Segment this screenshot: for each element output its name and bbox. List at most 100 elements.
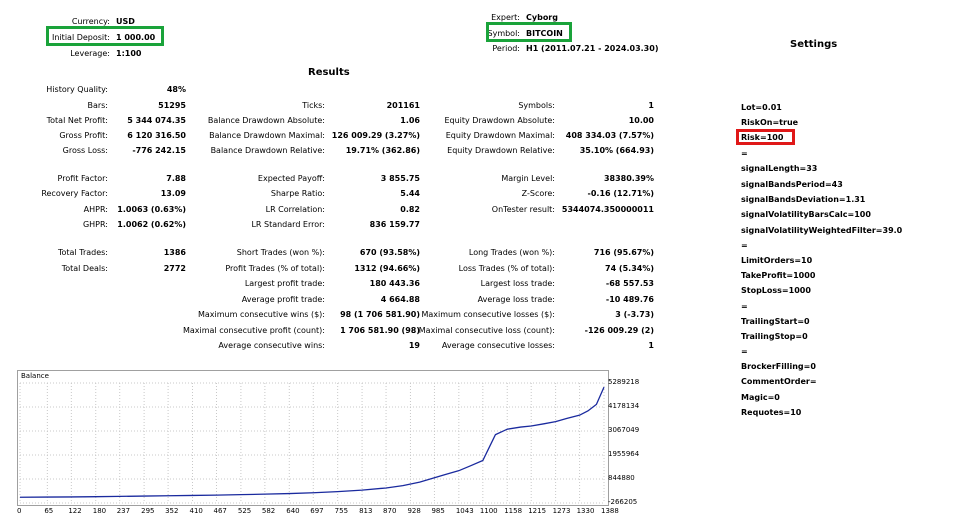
stat-label: Balance Drawdown Absolute: — [207, 116, 325, 125]
stat-value: 38380.39% — [603, 174, 654, 183]
stat-label: Maximum consecutive losses ($): — [421, 310, 555, 319]
symbol-highlight — [486, 22, 572, 42]
setting-item: Lot=0.01 — [741, 103, 782, 112]
x-tick-label: 582 — [261, 507, 276, 515]
stat-value: 98 (1 706 581.90) — [340, 310, 420, 319]
stat-label: Maximal consecutive profit (count): — [182, 326, 325, 335]
y-tick-label: 5289218 — [608, 378, 640, 386]
stat-value: 1.0062 (0.62%) — [117, 220, 186, 229]
stat-label: Sharpe Ratio: — [270, 189, 325, 198]
stat-label: Short Trades (won %): — [236, 248, 325, 257]
y-tick-label: -266205 — [608, 498, 638, 506]
stat-label: Total Trades: — [58, 248, 108, 257]
chart-title: Balance — [21, 372, 49, 380]
setting-item: LimitOrders=10 — [741, 256, 813, 265]
settings-title: Settings — [790, 39, 838, 50]
stat-value: 1386 — [163, 248, 186, 257]
setting-item: = — [741, 302, 748, 311]
stat-value: 3 (-3.73) — [615, 310, 654, 319]
x-tick-label: 1158 — [504, 507, 523, 515]
leverage-label: Leverage: — [70, 49, 110, 58]
stat-label: Recovery Factor: — [41, 189, 108, 198]
setting-item: signalBandsPeriod=43 — [741, 180, 843, 189]
deposit-value: 1 000.00 — [116, 33, 156, 42]
setting-item: = — [741, 347, 748, 356]
stat-label: Long Trades (won %): — [468, 248, 555, 257]
stat-label: Balance Drawdown Maximal: — [209, 131, 325, 140]
period-value: H1 (2011.07.21 - 2024.03.30) — [526, 44, 659, 53]
setting-item: TrailingStart=0 — [741, 317, 810, 326]
x-tick-label: 0 — [17, 507, 22, 515]
y-tick-label: 1955964 — [608, 450, 640, 458]
stat-label: Margin Level: — [501, 174, 555, 183]
setting-item: Magic=0 — [741, 393, 780, 402]
stat-value: 1 — [648, 341, 654, 350]
symbol-value: BITCOIN — [526, 29, 563, 38]
setting-item: Risk=100 — [741, 133, 784, 142]
setting-item: TrailingStop=0 — [741, 332, 808, 341]
stat-value: 0.82 — [400, 205, 420, 214]
x-tick-label: 928 — [407, 507, 421, 515]
stat-label: LR Standard Error: — [251, 220, 325, 229]
balance-line — [19, 386, 605, 498]
stat-value: 5.44 — [400, 189, 420, 198]
deposit-label: Initial Deposit: — [52, 33, 110, 42]
stat-label: GHPR: — [82, 220, 108, 229]
setting-item: signalBandsDeviation=1.31 — [741, 195, 866, 204]
x-tick-label: 1043 — [455, 507, 474, 515]
period-label: Period: — [492, 44, 520, 53]
x-tick-label: 467 — [213, 507, 227, 515]
stat-value: 3 855.75 — [380, 174, 420, 183]
stat-value: 7.88 — [166, 174, 186, 183]
x-tick-label: 755 — [334, 507, 349, 515]
expert-label: Expert: — [491, 13, 520, 22]
symbol-label: Symbol: — [487, 29, 521, 38]
setting-item: BrockerFilling=0 — [741, 362, 816, 371]
stat-value: 35.10% (664.93) — [579, 146, 654, 155]
x-tick-label: 525 — [237, 507, 252, 515]
stat-value: 1.0063 (0.63%) — [117, 205, 186, 214]
stat-label: Ticks: — [302, 101, 325, 110]
stat-value: 51295 — [158, 101, 186, 110]
setting-item: CommentOrder= — [741, 377, 817, 386]
x-tick-label: 813 — [359, 507, 373, 515]
setting-item: Requotes=10 — [741, 408, 802, 417]
setting-item: signalLength=33 — [741, 164, 818, 173]
x-tick-label: 1273 — [552, 507, 571, 515]
stat-label: Total Deals: — [61, 264, 108, 273]
setting-item: TakeProfit=1000 — [741, 271, 816, 280]
stat-value: 4 664.88 — [380, 295, 420, 304]
stat-label: Balance Drawdown Relative: — [210, 146, 325, 155]
stat-value: 5 344 074.35 — [127, 116, 186, 125]
stat-label: Equity Drawdown Relative: — [447, 146, 555, 155]
stat-value: -776 242.15 — [132, 146, 186, 155]
stat-value: 1 — [648, 101, 654, 110]
balance-chart: Balance — [17, 370, 609, 506]
stat-label: History Quality: — [46, 85, 108, 94]
stat-value: 1 706 581.90 (98) — [340, 326, 420, 335]
stat-label: Average loss trade: — [477, 295, 555, 304]
stat-value: 126 009.29 (3.27%) — [331, 131, 420, 140]
stat-label: Largest loss trade: — [480, 279, 555, 288]
x-tick-label: 237 — [116, 507, 131, 515]
x-tick-label: 870 — [383, 507, 397, 515]
x-tick-label: 65 — [44, 507, 54, 515]
stat-label: Equity Drawdown Maximal: — [445, 131, 555, 140]
x-tick-label: 410 — [189, 507, 203, 515]
x-tick-label: 697 — [310, 507, 324, 515]
stat-label: Profit Trades (% of total): — [225, 264, 325, 273]
stat-value: 1312 (94.66%) — [354, 264, 420, 273]
stat-value: 180 443.36 — [369, 279, 420, 288]
stat-label: Loss Trades (% of total): — [458, 264, 555, 273]
setting-item: = — [741, 241, 748, 250]
currency-label: Currency: — [71, 17, 110, 26]
leverage-value: 1:100 — [116, 49, 142, 58]
stat-label: Total Net Profit: — [46, 116, 108, 125]
deposit-highlight — [46, 26, 164, 46]
x-tick-label: 1215 — [528, 507, 547, 515]
x-tick-label: 122 — [68, 507, 82, 515]
stat-value: 19 — [408, 341, 420, 350]
stat-value: 74 (5.34%) — [605, 264, 654, 273]
stat-value: 1.06 — [400, 116, 420, 125]
x-tick-label: 1330 — [576, 507, 595, 515]
